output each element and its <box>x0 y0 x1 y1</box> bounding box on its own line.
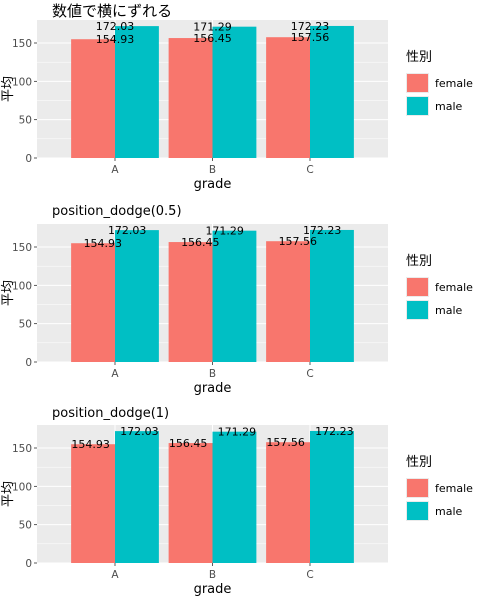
bar-female <box>71 243 115 362</box>
panel-title: position_dodge(0.5) <box>52 204 182 219</box>
y-tick-label: 100 <box>12 76 32 88</box>
y-tick-label: 150 <box>12 242 32 254</box>
bar-female <box>168 242 213 362</box>
y-axis-title: 平均 <box>1 481 16 507</box>
y-tick-label: 100 <box>12 280 32 292</box>
data-label: 157.56 <box>266 436 305 449</box>
x-tick-label: B <box>209 368 216 380</box>
legend-key-female <box>407 74 428 92</box>
bar-female <box>266 37 310 159</box>
data-label: 156.45 <box>193 32 232 45</box>
y-axis-title: 平均 <box>1 76 16 102</box>
legend-title: 性別 <box>406 50 432 65</box>
bar-female <box>266 241 310 362</box>
legend-label: male <box>435 304 463 317</box>
x-tick-label: C <box>306 368 313 380</box>
x-tick-label: C <box>306 164 313 176</box>
bar-female <box>168 443 213 563</box>
data-label: 156.45 <box>169 437 208 450</box>
legend-key-male <box>407 502 428 520</box>
bar-female <box>266 442 310 563</box>
x-tick-label: A <box>111 164 119 176</box>
x-tick-label: B <box>209 569 216 581</box>
legend-label: male <box>435 505 463 518</box>
y-tick-label: 50 <box>19 115 32 127</box>
bar-male <box>310 430 354 563</box>
y-tick-label: 50 <box>19 520 32 532</box>
x-tick-label: A <box>111 569 119 581</box>
bar-male <box>115 431 159 563</box>
y-tick-label: 100 <box>12 481 32 493</box>
x-tick-label: C <box>306 569 313 581</box>
y-tick-label: 150 <box>12 443 32 455</box>
data-label: 157.56 <box>291 31 330 44</box>
data-label: 172.23 <box>291 20 330 33</box>
legend-key-male <box>407 97 428 115</box>
legend-key-female <box>407 278 428 296</box>
legend-key-female <box>407 479 428 497</box>
bar-male <box>115 26 159 158</box>
bar-male <box>212 26 257 158</box>
y-tick-label: 0 <box>25 153 32 165</box>
bar-male <box>212 230 257 362</box>
data-label: 172.03 <box>108 224 147 237</box>
data-label: 154.93 <box>71 438 110 451</box>
y-tick-label: 0 <box>25 357 32 369</box>
x-axis-title: grade <box>194 177 232 192</box>
data-label: 171.29 <box>205 225 244 238</box>
data-label: 156.45 <box>181 236 220 249</box>
chart-panel-0: position_dodge(0)050100150ABC154.93156.4… <box>1 20 473 192</box>
data-label: 154.93 <box>96 33 135 46</box>
figure-title: 数値で横にずれる <box>52 2 173 20</box>
bar-female <box>71 444 115 563</box>
data-label: 172.03 <box>120 425 159 438</box>
data-label: 172.23 <box>315 425 354 438</box>
x-axis-title: grade <box>194 381 232 396</box>
bar-female <box>71 39 115 158</box>
chart-panel-1: position_dodge(0.5) 0 50 100 150 A B C 154.93 156… <box>1 204 473 396</box>
legend-title: 性別 <box>406 455 432 470</box>
bar-male <box>310 229 354 362</box>
data-label: 171.29 <box>218 426 257 439</box>
legend-label: female <box>435 77 473 90</box>
legend-title: 性別 <box>406 254 432 269</box>
x-tick-label: B <box>209 164 216 176</box>
y-tick-label: 50 <box>19 319 32 331</box>
legend-label: female <box>435 281 473 294</box>
bar-male <box>310 25 354 158</box>
data-label: 157.56 <box>279 235 318 248</box>
y-axis-title: 平均 <box>1 280 16 306</box>
data-label: 154.93 <box>84 237 123 250</box>
bar-male <box>115 230 159 362</box>
x-tick-label: A <box>111 368 119 380</box>
y-tick-label: 0 <box>25 558 32 570</box>
legend-key-male <box>407 301 428 319</box>
panel-title: position_dodge(1) <box>52 406 169 421</box>
bar-male <box>212 431 257 563</box>
data-label: 172.03 <box>96 20 135 33</box>
legend-label: male <box>435 100 463 113</box>
chart-panel-2: position_dodge(1) 0 50 100 150 A B C 154.93 156.4… <box>1 406 473 597</box>
data-label: 172.23 <box>303 224 342 237</box>
y-tick-label: 150 <box>12 38 32 50</box>
x-axis-title: grade <box>194 582 232 597</box>
legend-label: female <box>435 482 473 495</box>
bar-female <box>168 38 213 158</box>
data-label: 171.29 <box>193 21 232 34</box>
